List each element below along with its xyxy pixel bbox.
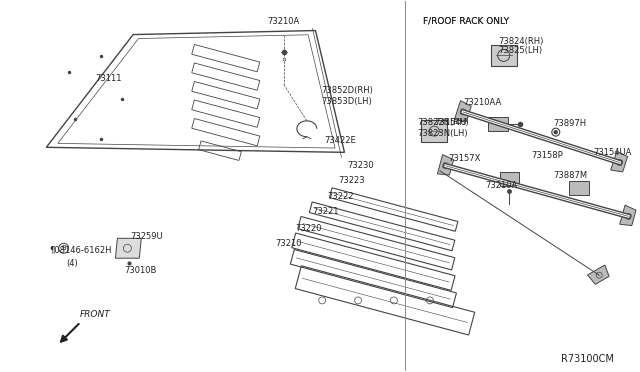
- Text: 73221: 73221: [312, 207, 339, 216]
- Text: 73825(LH): 73825(LH): [498, 46, 542, 55]
- Text: (4): (4): [67, 259, 78, 268]
- Text: F/ROOF RACK ONLY: F/ROOF RACK ONLY: [422, 17, 509, 26]
- Text: 73010B: 73010B: [124, 266, 157, 275]
- Text: ¶08146-6162H: ¶08146-6162H: [49, 246, 112, 254]
- Text: FRONT: FRONT: [80, 310, 111, 320]
- Text: B: B: [61, 245, 66, 251]
- Polygon shape: [491, 45, 516, 66]
- Polygon shape: [620, 205, 636, 225]
- Polygon shape: [588, 265, 609, 284]
- Polygon shape: [454, 101, 471, 121]
- Text: 73210AA: 73210AA: [463, 98, 501, 107]
- Text: 73220: 73220: [295, 224, 322, 232]
- Text: 73887M: 73887M: [553, 171, 587, 180]
- Polygon shape: [569, 181, 589, 195]
- Text: 73230: 73230: [348, 161, 374, 170]
- Text: 73223: 73223: [339, 176, 365, 186]
- Text: 73222: 73222: [327, 192, 353, 201]
- Text: 73422E: 73422E: [324, 136, 356, 145]
- Text: 73897H: 73897H: [553, 119, 586, 128]
- Polygon shape: [437, 155, 454, 175]
- Text: 73111: 73111: [95, 74, 122, 83]
- Text: 73822N(RH): 73822N(RH): [417, 118, 468, 126]
- Polygon shape: [611, 151, 628, 172]
- Text: 73852D(RH): 73852D(RH): [321, 86, 373, 94]
- Text: 73259U: 73259U: [131, 232, 163, 241]
- Text: 73210A: 73210A: [268, 17, 300, 26]
- Polygon shape: [115, 238, 141, 258]
- Polygon shape: [499, 172, 520, 186]
- Circle shape: [554, 130, 558, 134]
- Polygon shape: [421, 120, 447, 142]
- Text: 73824(RH): 73824(RH): [498, 37, 543, 46]
- Text: 73210: 73210: [275, 239, 301, 248]
- Text: F/ROOF RACK ONLY: F/ROOF RACK ONLY: [422, 17, 509, 26]
- Text: 73157X: 73157X: [449, 154, 481, 163]
- Text: 73210A: 73210A: [485, 181, 517, 190]
- Text: 73158P: 73158P: [531, 151, 563, 160]
- Text: 73823N(LH): 73823N(LH): [417, 129, 467, 138]
- Text: 73154UA: 73154UA: [593, 148, 632, 157]
- Text: 73154U: 73154U: [434, 118, 467, 126]
- Text: R73100CM: R73100CM: [561, 354, 614, 364]
- Polygon shape: [488, 117, 508, 131]
- Text: 73853D(LH): 73853D(LH): [321, 97, 372, 106]
